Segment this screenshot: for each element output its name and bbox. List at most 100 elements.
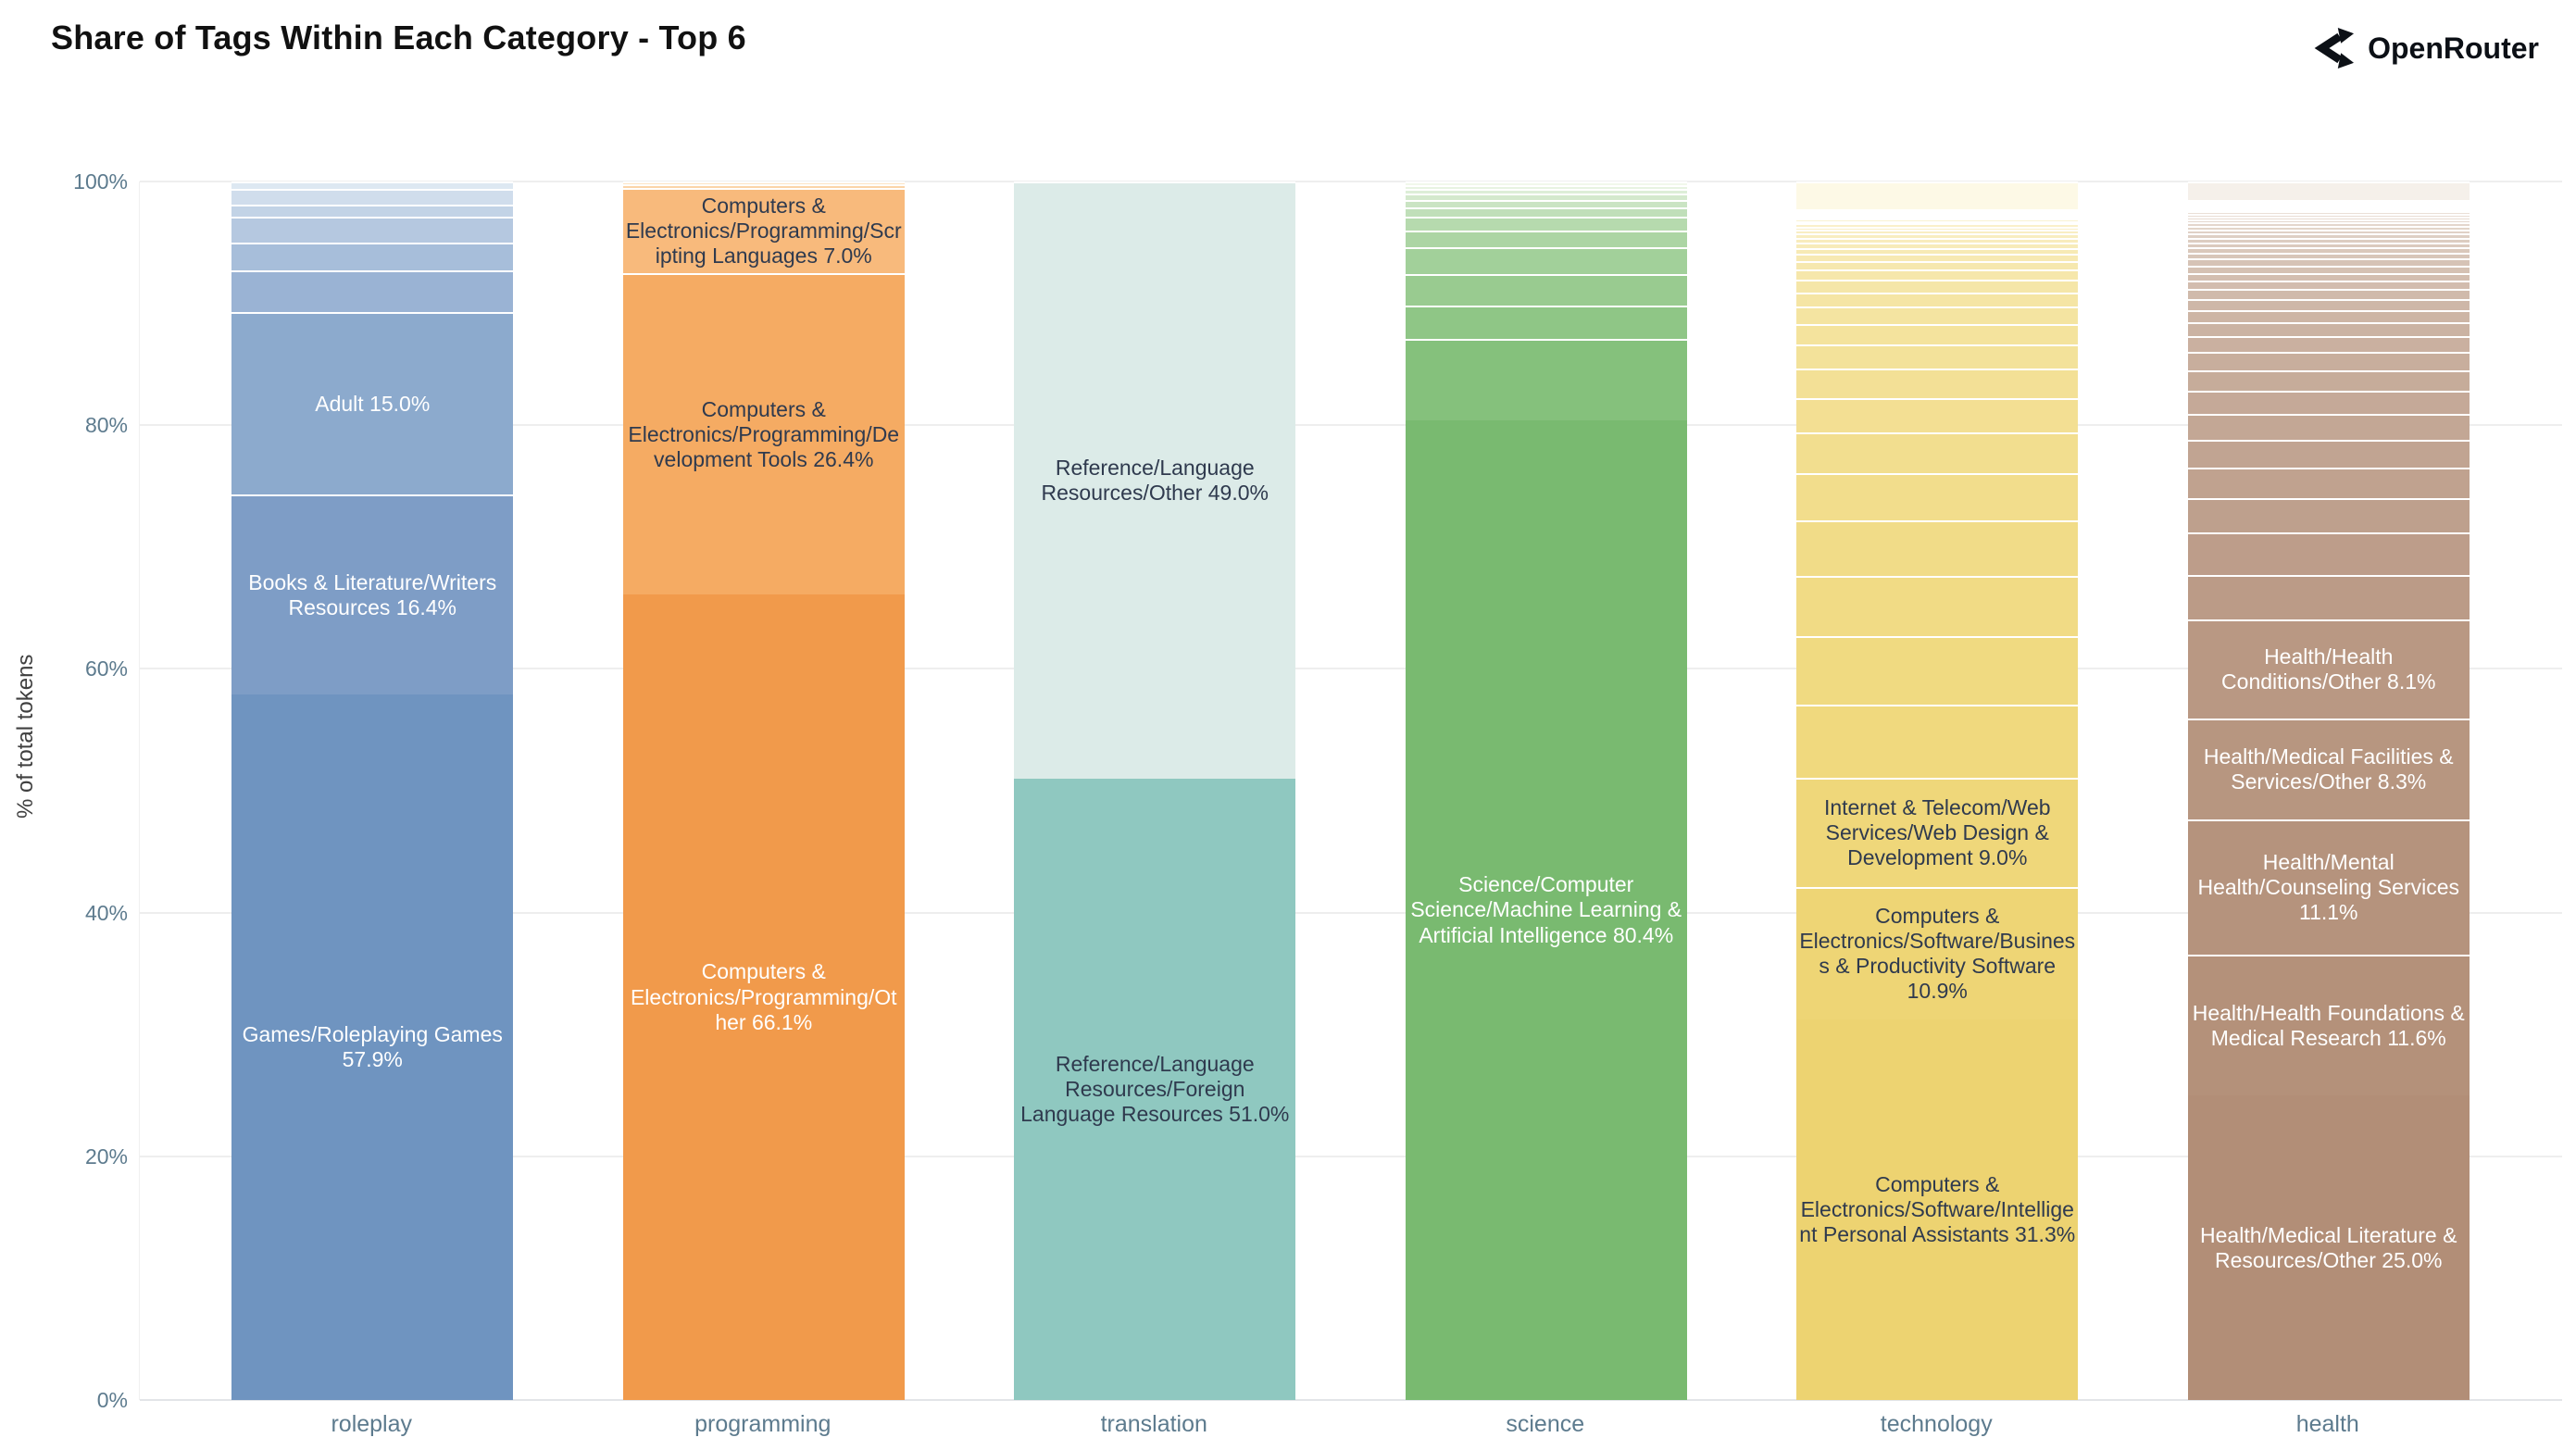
minor-segment-science[interactable] (1405, 230, 1687, 248)
minor-segment-health[interactable] (2187, 574, 2470, 620)
minor-segment-health[interactable] (2187, 321, 2470, 336)
minor-segment-technology[interactable] (1796, 229, 2079, 233)
minor-segment-technology[interactable] (1796, 473, 2079, 521)
minor-segment-technology[interactable] (1796, 269, 2079, 281)
minor-segment-health[interactable] (2187, 439, 2470, 468)
minor-segment-technology[interactable] (1796, 704, 2079, 778)
segment-science[interactable]: Science/Computer Science/Machine Learnin… (1405, 419, 1687, 1400)
minor-segment-science[interactable] (1405, 199, 1687, 207)
minor-segment-health[interactable] (2187, 335, 2470, 352)
minor-segment-health[interactable] (2187, 233, 2470, 238)
segment-translation[interactable]: Reference/Language Resources/Foreign Lan… (1014, 778, 1296, 1400)
segment-programming[interactable]: Computers & Electronics/Programming/Othe… (622, 594, 905, 1400)
minor-segment-technology[interactable] (1796, 247, 2079, 255)
minor-segment-programming[interactable] (622, 183, 905, 188)
minor-segment-health[interactable] (2187, 211, 2470, 214)
segment-health[interactable]: Health/Health Conditions/Other 8.1% (2187, 619, 2470, 719)
minor-segment-health[interactable] (2187, 258, 2470, 266)
minor-segment-health[interactable] (2187, 225, 2470, 230)
minor-segment-health[interactable] (2187, 391, 2470, 414)
minor-segment-health[interactable] (2187, 229, 2470, 234)
minor-segment-health[interactable] (2187, 531, 2470, 575)
segment-roleplay[interactable]: Books & Literature/Writers Resources 16.… (231, 494, 514, 695)
segment-technology[interactable]: Internet & Telecom/Web Services/Web Desi… (1796, 777, 2079, 887)
minor-segment-health[interactable] (2187, 467, 2470, 498)
minor-segment-health[interactable] (2187, 369, 2470, 391)
minor-segment-technology[interactable] (1796, 215, 2079, 218)
minor-segment-health[interactable] (2187, 199, 2470, 202)
minor-segment-health[interactable] (2187, 281, 2470, 290)
minor-segment-technology[interactable] (1796, 181, 2079, 210)
segment-health[interactable]: Health/Health Foundations & Medical Rese… (2187, 954, 2470, 1096)
minor-segment-technology[interactable] (1796, 636, 2079, 705)
minor-segment-technology[interactable] (1796, 369, 2079, 398)
minor-segment-roleplay[interactable] (231, 242, 514, 271)
minor-segment-technology[interactable] (1796, 209, 2079, 212)
minor-segment-health[interactable] (2187, 272, 2470, 281)
minor-segment-technology[interactable] (1796, 237, 2079, 243)
minor-segment-health[interactable] (2187, 413, 2470, 440)
segment-roleplay[interactable]: Games/Roleplaying Games 57.9% (231, 694, 514, 1400)
minor-segment-technology[interactable] (1796, 220, 2079, 224)
minor-segment-technology[interactable] (1796, 280, 2079, 293)
segment-health[interactable]: Health/Mental Health/Counseling Services… (2187, 819, 2470, 955)
minor-segment-roleplay[interactable] (231, 270, 514, 312)
segment-translation[interactable]: Reference/Language Resources/Other 49.0% (1014, 181, 1296, 779)
minor-segment-programming[interactable] (622, 181, 905, 184)
minor-segment-roleplay[interactable] (231, 217, 514, 243)
minor-segment-technology[interactable] (1796, 520, 2079, 576)
minor-segment-technology[interactable] (1796, 217, 2079, 219)
minor-segment-science[interactable] (1405, 188, 1687, 194)
minor-segment-health[interactable] (2187, 246, 2470, 253)
minor-segment-health[interactable] (2187, 252, 2470, 259)
minor-segment-technology[interactable] (1796, 223, 2079, 227)
minor-segment-technology[interactable] (1796, 213, 2079, 216)
minor-segment-technology[interactable] (1796, 242, 2079, 248)
segment-programming[interactable]: Computers & Electronics/Programming/Deve… (622, 272, 905, 595)
minor-segment-roleplay[interactable] (231, 205, 514, 218)
segment-health[interactable]: Health/Medical Literature & Resources/Ot… (2187, 1095, 2470, 1400)
minor-segment-health[interactable] (2187, 289, 2470, 299)
segment-programming[interactable]: Computers & Electronics/Programming/Scri… (622, 187, 905, 273)
minor-segment-health[interactable] (2187, 497, 2470, 532)
minor-segment-science[interactable] (1405, 274, 1687, 306)
minor-segment-health[interactable] (2187, 208, 2470, 212)
minor-segment-technology[interactable] (1796, 575, 2079, 637)
minor-segment-science[interactable] (1405, 247, 1687, 275)
minor-segment-health[interactable] (2187, 201, 2470, 204)
minor-segment-science[interactable] (1405, 338, 1687, 420)
minor-segment-health[interactable] (2187, 205, 2470, 207)
minor-segment-technology[interactable] (1796, 306, 2079, 324)
minor-segment-technology[interactable] (1796, 254, 2079, 262)
minor-segment-health[interactable] (2187, 219, 2470, 223)
minor-segment-science[interactable] (1405, 181, 1687, 186)
minor-segment-health[interactable] (2187, 181, 2470, 200)
minor-segment-health[interactable] (2187, 237, 2470, 243)
segment-technology[interactable]: Computers & Electronics/Software/Busines… (1796, 886, 2079, 1019)
segment-health[interactable]: Health/Medical Facilities & Services/Oth… (2187, 718, 2470, 819)
minor-segment-science[interactable] (1405, 185, 1687, 189)
minor-segment-roleplay[interactable] (231, 188, 514, 206)
minor-segment-technology[interactable] (1796, 219, 2079, 221)
minor-segment-science[interactable] (1405, 194, 1687, 200)
minor-segment-health[interactable] (2187, 206, 2470, 209)
minor-segment-health[interactable] (2187, 298, 2470, 310)
segment-roleplay[interactable]: Adult 15.0% (231, 311, 514, 495)
minor-segment-technology[interactable] (1796, 431, 2079, 474)
minor-segment-health[interactable] (2187, 309, 2470, 322)
minor-segment-technology[interactable] (1796, 226, 2079, 230)
minor-segment-technology[interactable] (1796, 232, 2079, 238)
minor-segment-technology[interactable] (1796, 211, 2079, 214)
segment-technology[interactable]: Computers & Electronics/Software/Intelli… (1796, 1019, 2079, 1400)
minor-segment-health[interactable] (2187, 242, 2470, 247)
minor-segment-roleplay[interactable] (231, 181, 514, 189)
minor-segment-technology[interactable] (1796, 344, 2079, 369)
minor-segment-technology[interactable] (1796, 292, 2079, 307)
minor-segment-science[interactable] (1405, 217, 1687, 231)
minor-segment-science[interactable] (1405, 306, 1687, 339)
minor-segment-technology[interactable] (1796, 323, 2079, 345)
minor-segment-technology[interactable] (1796, 261, 2079, 270)
minor-segment-science[interactable] (1405, 206, 1687, 218)
minor-segment-health[interactable] (2187, 213, 2470, 217)
minor-segment-health[interactable] (2187, 351, 2470, 370)
